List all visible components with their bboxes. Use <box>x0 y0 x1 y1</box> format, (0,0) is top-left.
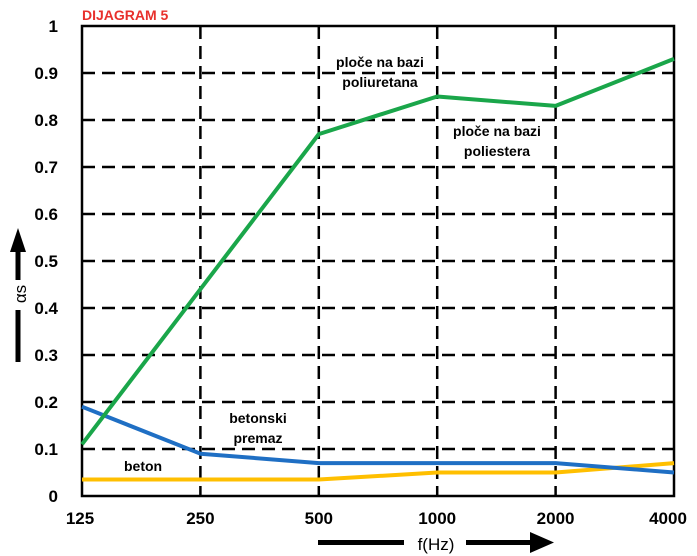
y-arrow-shaft-top <box>15 250 21 280</box>
x-tick-label: 2000 <box>537 509 575 528</box>
y-arrow-head-icon <box>10 228 26 252</box>
chart-title: DIJAGRAM 5 <box>82 7 169 23</box>
y-axis-label-group: αs <box>10 228 30 362</box>
x-arrow-head-icon <box>530 532 554 553</box>
annotation-label: beton <box>124 458 162 474</box>
x-tick-label: 500 <box>305 509 333 528</box>
plot-frame <box>80 24 676 498</box>
annotation-label: ploče na bazi poliestera <box>453 123 541 159</box>
y-tick-label: 0.3 <box>34 346 58 365</box>
annotation-line: ploče na bazi <box>453 123 541 139</box>
series-line-0 <box>80 57 675 446</box>
x-axis-label-group: f(Hz) <box>318 532 554 554</box>
y-tick-label: 0.7 <box>34 158 58 177</box>
series-line-2 <box>82 461 675 482</box>
y-tick-label: 0.6 <box>34 205 58 224</box>
y-tick-label: 0 <box>49 487 58 506</box>
grid <box>82 26 674 496</box>
x-axis-label: f(Hz) <box>418 535 455 554</box>
annotation-line: betonski <box>229 410 287 426</box>
annotation-line: poliuretana <box>342 74 418 90</box>
y-axis-label: αs <box>11 285 30 303</box>
annotation-label: betonski premaz <box>229 410 287 446</box>
x-tick-label: 1000 <box>418 509 456 528</box>
x-tick-label: 125 <box>66 509 94 528</box>
y-tick-label: 0.9 <box>34 64 58 83</box>
x-tick-labels: 125 250 500 1000 2000 4000 <box>66 509 687 528</box>
annotation-line: poliestera <box>464 143 530 159</box>
y-tick-label: 0.1 <box>34 440 58 459</box>
annotation-label: ploče na bazi poliuretana <box>336 54 424 90</box>
y-tick-label: 0.5 <box>34 252 58 271</box>
x-arrow-shaft-left <box>318 540 404 545</box>
y-tick-label: 1 <box>49 17 58 36</box>
annotation-line: beton <box>124 458 162 474</box>
y-tick-label: 0.4 <box>34 299 58 318</box>
series-lines <box>80 57 675 482</box>
annotations: ploče na bazi poliuretana ploče na bazi pol… <box>124 54 541 474</box>
x-tick-label: 250 <box>186 509 214 528</box>
y-tick-label: 0.8 <box>34 111 58 130</box>
series-line-1 <box>81 404 675 475</box>
annotation-line: ploče na bazi <box>336 54 424 70</box>
y-tick-labels: 0 0.1 0.2 0.3 0.4 0.5 0.6 0.7 0.8 0.9 1 <box>34 17 58 506</box>
annotation-line: premaz <box>233 430 282 446</box>
x-tick-label: 4000 <box>649 509 687 528</box>
x-arrow-shaft-right <box>466 540 532 545</box>
y-arrow-shaft-bottom <box>15 310 21 362</box>
y-tick-label: 0.2 <box>34 393 58 412</box>
